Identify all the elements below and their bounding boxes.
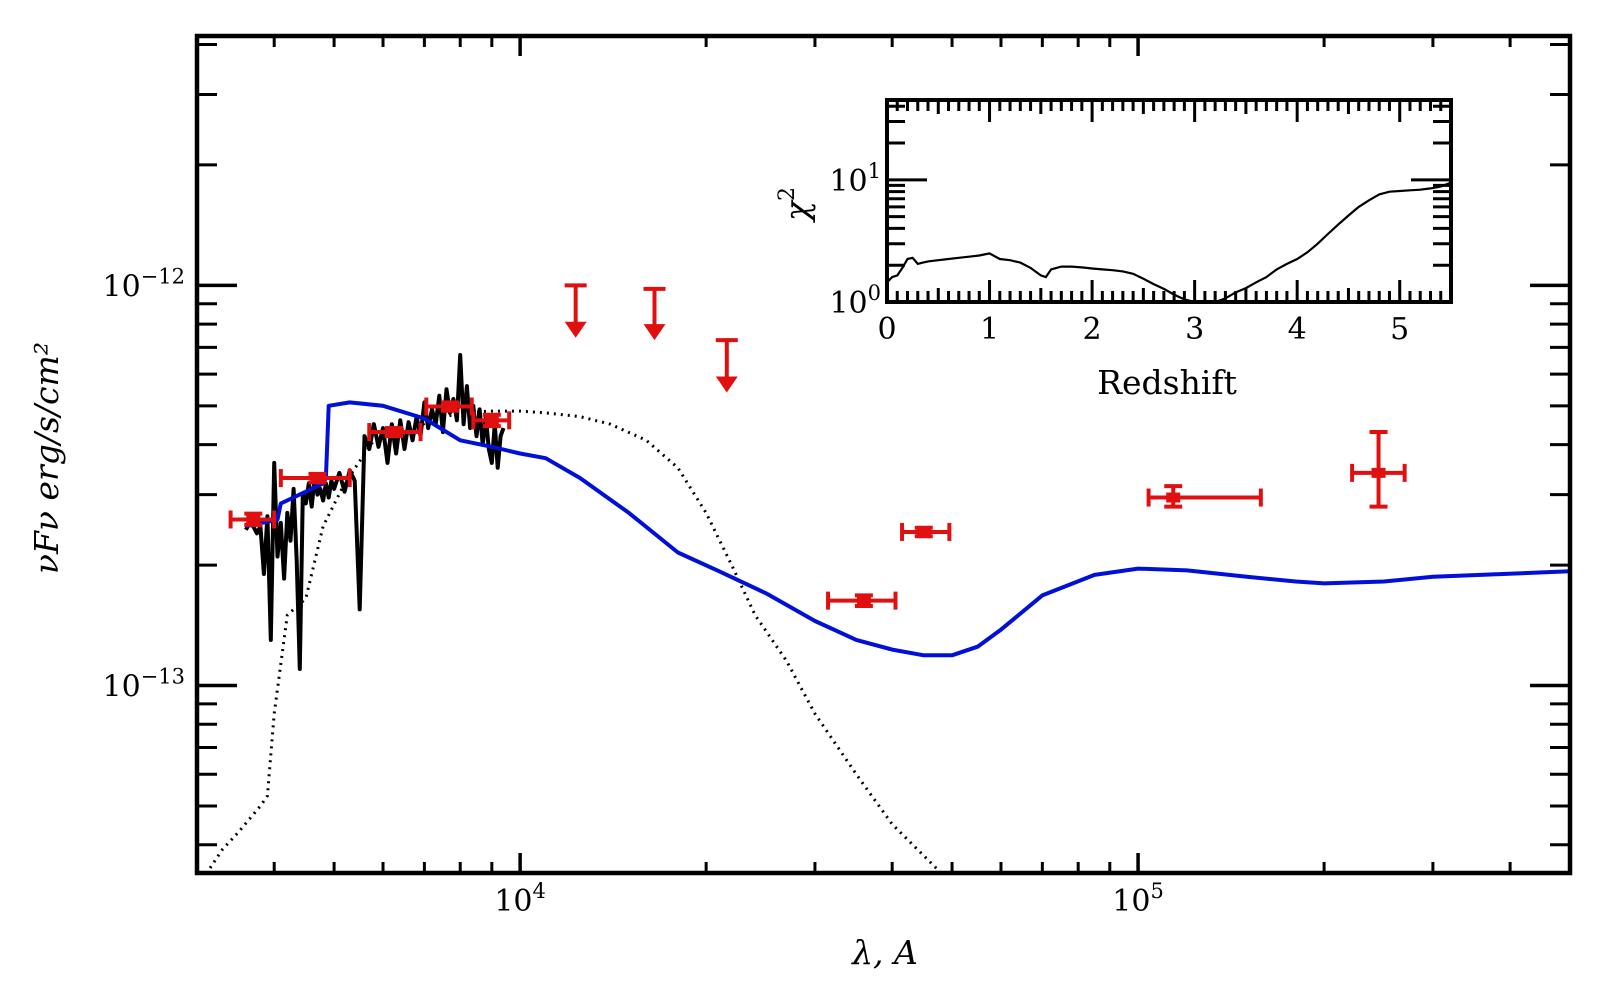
data-point <box>1350 430 1407 509</box>
inset-y-tick-label: 101 <box>829 159 881 199</box>
y-axis-label: νFν erg/s/cm² <box>27 342 66 574</box>
main-ticklabels: 104 105 10−12 10−13 <box>102 264 1163 919</box>
data-point <box>826 591 898 610</box>
point-marker <box>1166 492 1181 503</box>
inset-y-tick-label: 100 <box>829 281 881 321</box>
data-point <box>471 411 512 430</box>
inset-x-tick-label: 5 <box>1390 312 1409 347</box>
point-marker <box>386 427 401 438</box>
x-axis-label: λ, A <box>850 933 918 972</box>
upper-limit <box>564 283 587 338</box>
inset-x-tick-label: 3 <box>1185 312 1204 347</box>
inset-x-tick-label: 1 <box>980 312 999 347</box>
upper-limit-arrowhead <box>564 321 587 338</box>
point-marker <box>310 473 325 484</box>
inset-y-axis-label-base: χ <box>777 199 816 223</box>
model-fit-line <box>245 400 1570 658</box>
point-marker <box>442 401 457 412</box>
inset-x-tick-label: 4 <box>1288 312 1307 347</box>
inset-lines <box>887 181 1451 302</box>
inset-y-axis-label-sup: 2 <box>775 187 800 201</box>
observed-spectrum-line <box>244 353 506 671</box>
inset-ticklabels: 0 1 2 3 4 5 100 101 <box>829 159 1409 347</box>
upper-limit <box>715 338 738 393</box>
inset-x-tick-label: 2 <box>1083 312 1102 347</box>
upper-limit <box>643 286 666 341</box>
data-point <box>367 423 423 442</box>
x-tick-label: 104 <box>494 879 546 919</box>
inset-x-tick-label: 0 <box>877 312 896 347</box>
upper-limit-arrowhead <box>643 324 666 341</box>
x-tick-label: 105 <box>1112 879 1164 919</box>
point-marker <box>484 415 499 426</box>
main-plot-frame <box>194 33 1573 876</box>
point-marker <box>856 595 871 606</box>
point-marker <box>916 526 931 537</box>
inset-x-axis-label: Redshift <box>1097 363 1237 402</box>
upper-limit-arrowhead <box>715 376 738 393</box>
inset-background <box>887 100 1451 302</box>
data-point <box>900 522 952 541</box>
point-marker <box>1371 467 1386 478</box>
inset-plot-frame <box>885 98 1453 304</box>
y-tick-label: 10−13 <box>102 665 185 705</box>
y-tick-label: 10−12 <box>102 264 185 304</box>
point-marker <box>246 514 261 525</box>
data-point <box>278 469 352 488</box>
dotted-template-line <box>208 409 943 873</box>
inset-y-axis-label: χ2 <box>775 187 816 223</box>
data-point <box>1146 484 1263 509</box>
data-point <box>228 510 277 529</box>
main-lines <box>208 353 1570 873</box>
chi-square-line <box>887 181 1451 302</box>
main-errorbars <box>228 283 1407 610</box>
